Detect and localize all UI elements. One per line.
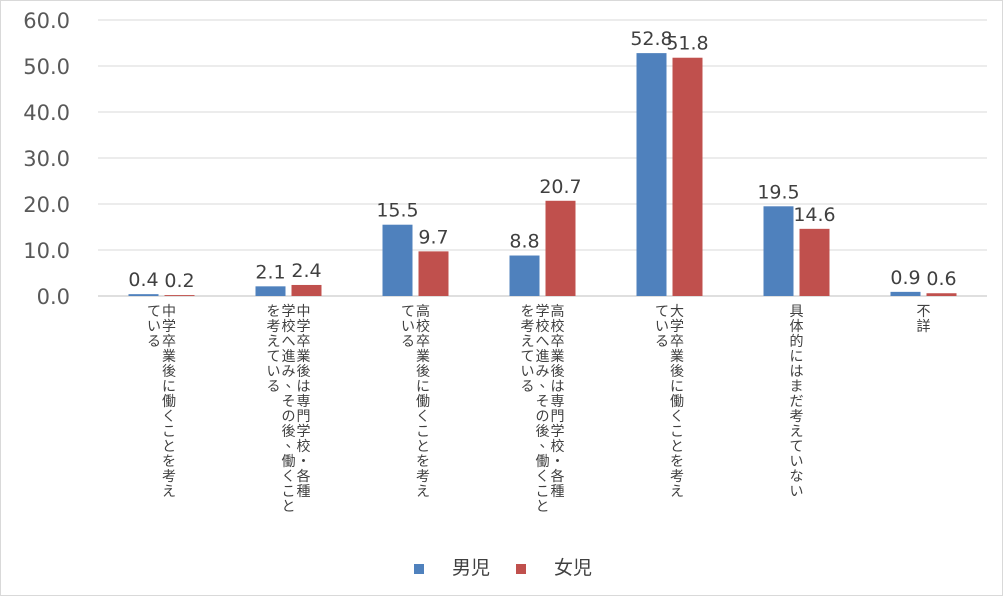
category-label-line: 中学卒業後は専門学校・各種 [297,304,311,500]
y-axis-ticks: 0.0 10.0 20.0 30.0 40.0 50.0 60.0 [23,9,70,309]
legend-item: 女児 [516,557,592,579]
data-label: 52.8 [630,28,672,50]
bar [636,53,667,297]
y-tick-label: 20.0 [23,193,70,217]
data-label: 0.4 [128,269,158,291]
bar [382,224,413,296]
data-label: 0.6 [926,268,956,290]
data-label: 9.7 [418,226,448,248]
data-label: 0.2 [164,270,194,292]
y-tick-label: 50.0 [23,55,70,79]
bar [509,255,540,296]
data-label: 8.8 [509,231,539,253]
category-label-line: 高校卒業後は専門学校・各種 [551,303,565,500]
data-label: 20.7 [539,176,581,198]
bar [164,295,195,296]
data-label: 19.5 [757,181,799,203]
bar [128,294,159,296]
category-label: 具体的にはまだ考えていない [790,304,804,500]
bar [890,291,921,296]
legend-label: 男児 [452,557,490,579]
legend-label: 女児 [554,557,592,579]
data-labels: 0.4 0.2 2.1 2.4 15.59.7 8.8 20.7 52.851.8 19.514… [128,28,956,292]
data-label: 15.5 [376,200,418,222]
category-label-line: 学校へ進み、その後、働くこと [282,304,300,515]
category-label-line: ている [147,304,161,350]
data-label: 2.1 [255,261,285,283]
data-label: 0.9 [890,267,920,289]
category-labels: 中学卒業後に働くことを考えている中学卒業後は専門学校・各種学校へ進み、その後、働… [147,303,931,515]
bar [291,284,322,296]
category-label: 不詳 [917,304,931,335]
y-tick-label: 30.0 [23,147,70,171]
y-tick-label: 10.0 [23,239,70,263]
category-label-line: ている [655,304,669,350]
category-label-line: を考えている [521,304,535,395]
bars [128,53,957,297]
data-label: 51.8 [666,33,708,55]
bar [763,206,794,296]
y-tick-label: 0.0 [37,285,70,309]
data-label: 14.6 [793,204,835,226]
category-label-line: 高校卒業後に働くことを考え [416,303,430,500]
category-label-line: 学校へ進み、その後、働くこと [536,304,554,515]
bar [545,200,576,296]
y-tick-label: 40.0 [23,101,70,125]
category-label-line: 中学卒業後に働くことを考え [162,304,176,500]
legend-swatch [414,564,424,574]
bar [255,286,286,296]
legend-swatch [516,564,526,574]
gridlines [98,19,987,297]
data-label: 2.4 [291,260,321,282]
category-label-line: 大学卒業後に働くことを考え [670,304,684,500]
y-tick-label: 60.0 [23,9,70,33]
category-label-line: ている [401,304,415,350]
category-label-line: を考えている [267,304,281,395]
category-label-line: 不詳 [917,304,931,335]
category-label-line: 具体的にはまだ考えていない [790,304,804,500]
bar [672,57,703,296]
legend: 男児 女児 [414,557,592,579]
bar [926,293,957,296]
bar [418,251,449,296]
bar [799,228,830,296]
legend-item: 男児 [414,557,490,579]
